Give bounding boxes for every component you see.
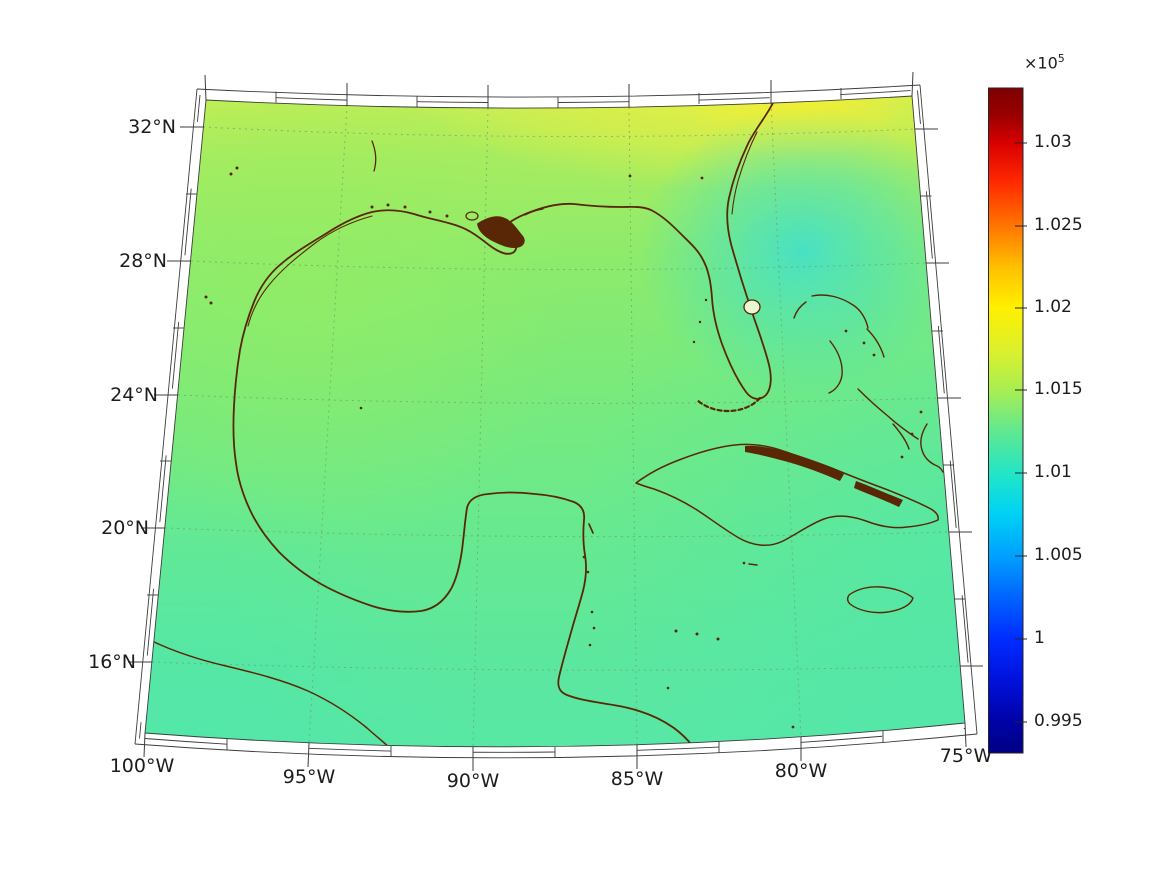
tick-top-75w	[911, 71, 914, 97]
colorbar-tick-label: 1.02	[1034, 297, 1072, 317]
frame-stripe-top	[205, 90, 913, 104]
graticule	[151, 102, 961, 747]
chandeleur-islands	[524, 208, 544, 216]
mississippi-delta	[477, 216, 525, 249]
colorbar-exponent-power: 5	[1057, 52, 1065, 65]
lake-okeechobee	[743, 299, 761, 315]
cuba-terrain-patch-west	[745, 445, 844, 481]
lon-tick-label: 75°W	[939, 745, 993, 767]
lake-pontchartrain	[465, 211, 479, 221]
tick-bottom-100w	[143, 732, 146, 758]
toledo-bend-lake	[371, 140, 377, 172]
meridian-80w	[770, 102, 802, 739]
lat-tick-label: 20°N	[101, 517, 149, 539]
tick-bottom-95w	[307, 742, 310, 768]
small-islands	[204, 166, 923, 729]
lon-tick-label: 80°W	[774, 760, 828, 782]
frame-outer-top	[196, 84, 921, 98]
frame-stripe-bottom	[144, 728, 966, 753]
frame-outer-right	[919, 84, 978, 735]
bahamas	[793, 294, 919, 450]
colorbar-ticks	[1015, 142, 1027, 723]
florida-keys	[695, 396, 762, 413]
frame-stripe-left	[139, 94, 201, 739]
parallel-32n	[202, 126, 916, 138]
tick-bottom-75w	[964, 722, 967, 748]
lat-tick-label: 28°N	[119, 250, 167, 272]
lon-tick-label: 95°W	[282, 766, 336, 788]
lat-tick-label: 24°N	[110, 384, 158, 406]
frame-segment-ticks	[147, 88, 966, 758]
colorbar-tick-label: 1.03	[1034, 132, 1072, 152]
colorbar-tick-label: 1	[1034, 628, 1045, 648]
colorbar-gradient-bar	[988, 87, 1024, 754]
tick-top-100w	[204, 74, 207, 101]
frame-major-ticks	[128, 71, 983, 771]
colorbar-exponent-base: ×10	[1024, 53, 1058, 73]
coast-hispaniola-edge	[920, 423, 944, 473]
coast-jamaica	[846, 586, 914, 614]
map-frame	[128, 71, 983, 771]
coast-cuba	[635, 443, 939, 546]
meridian-85w	[628, 106, 638, 747]
coastlines	[151, 102, 944, 747]
colorbar-tick-label: 0.995	[1034, 711, 1083, 731]
frame-inner-edge	[144, 95, 966, 748]
colorbar-tick-label: 1.015	[1034, 379, 1083, 399]
cayman-islands	[748, 563, 758, 566]
frame-outer-left	[134, 88, 198, 745]
colorbar-tick-label: 1.025	[1034, 215, 1083, 235]
coast-pacific-mexico	[151, 640, 393, 747]
colorbar-tick-label: 1.01	[1034, 462, 1072, 482]
frame-outer-bottom	[134, 733, 978, 759]
colorbar-exponent-label: ×105	[1024, 52, 1065, 72]
coast-georgia-barrier-islands	[731, 131, 758, 215]
lon-tick-label: 100°W	[109, 755, 175, 777]
lat-tick-label: 16°N	[88, 651, 136, 673]
cozumel-island	[588, 523, 594, 534]
lat-tick-label: 32°N	[128, 116, 176, 138]
coast-texas-barrier-islands	[247, 215, 373, 327]
lon-tick-label: 90°W	[446, 770, 500, 792]
lon-tick-label: 85°W	[610, 768, 664, 790]
frame-stripe-right	[917, 90, 975, 730]
cuba-terrain-patch-east	[854, 481, 903, 507]
colorbar-tick-label: 1.005	[1034, 545, 1083, 565]
coast-mainland	[232, 102, 774, 747]
